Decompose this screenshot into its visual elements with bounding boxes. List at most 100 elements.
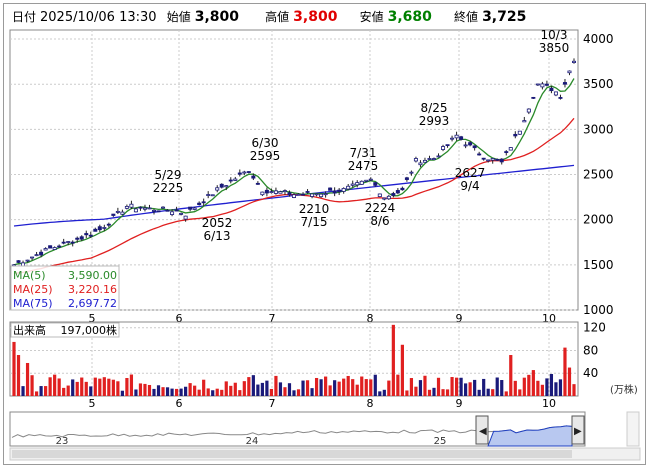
close-label: 終値 [454, 10, 479, 24]
volume-bar [545, 378, 549, 396]
candle-body [57, 245, 62, 248]
volume-bar [572, 384, 576, 396]
volume-bar [531, 370, 535, 396]
annotation-price: 2627 [455, 166, 486, 180]
volume-bar [378, 391, 382, 396]
candle-body [368, 178, 373, 181]
volume-bar [25, 362, 30, 396]
x-tick-label: 7 [269, 312, 276, 325]
candle-body [269, 191, 274, 194]
candle-body [16, 260, 21, 263]
candle-body [337, 189, 342, 193]
candle-body [102, 227, 107, 229]
volume-bar [418, 380, 423, 396]
ma-legend-box [10, 265, 120, 311]
low-label: 安値 [359, 10, 384, 24]
legend-ma75-label: MA(75) [13, 297, 53, 310]
candle-body [151, 209, 156, 212]
candle-body [531, 96, 536, 99]
candle-body [526, 108, 531, 113]
candle-body [70, 241, 75, 244]
annotation-date: 8/6 [370, 214, 389, 228]
y-tick-label: 1000 [583, 303, 614, 317]
volume-unit: (万株) [610, 383, 638, 396]
candle-body [404, 177, 409, 180]
x-tick-label: 6 [176, 312, 183, 325]
volume-bar [563, 347, 567, 396]
candle-body [97, 226, 102, 231]
scrollbar-thumb[interactable] [12, 450, 572, 458]
volume-bar [540, 384, 544, 396]
volume-bar [12, 341, 16, 396]
candle-body [174, 209, 179, 212]
volume-bar [513, 380, 517, 396]
volume-bar [459, 377, 463, 396]
volume-bar [188, 383, 192, 396]
annotation-date: 9/4 [460, 179, 479, 193]
high-value: 3,800 [293, 9, 338, 25]
candle-body [278, 191, 283, 194]
high-label: 高値 [265, 10, 290, 24]
candle-body [156, 210, 161, 213]
annotation-price: 2595 [250, 149, 281, 163]
candle-body [328, 187, 333, 191]
navigator-left-handle[interactable]: ◀ [475, 415, 489, 445]
candle-body [30, 256, 35, 259]
candle-body [495, 158, 500, 161]
volume-bar [197, 389, 201, 396]
volume-bar [107, 378, 111, 396]
volume-bar [369, 379, 373, 396]
candle-body [314, 193, 319, 196]
candle-body [319, 193, 324, 198]
y-tick-label: 1500 [583, 258, 614, 272]
volume-bar [495, 377, 499, 396]
navigator-panel[interactable] [9, 411, 586, 447]
annotation-date: 6/30 [252, 136, 279, 150]
candle-body [310, 193, 315, 197]
low-value: 3,680 [387, 9, 432, 25]
candle-body [161, 206, 166, 209]
navigator-right-handle[interactable]: ▶ [571, 415, 585, 445]
volume-bar [414, 386, 418, 396]
volume-bar [482, 378, 486, 396]
volume-bar [138, 383, 143, 396]
volume-bar [62, 387, 66, 396]
volume-y-axis: 120 80 40 [583, 321, 606, 381]
navigator-year-label: 25 [434, 436, 447, 447]
annotation-price: 2225 [153, 181, 184, 195]
candle-body [413, 158, 418, 162]
volume-bar [265, 380, 269, 396]
volume-bar [486, 388, 490, 396]
candle-body [34, 254, 39, 257]
candle-body [282, 190, 287, 193]
volume-bar [75, 381, 79, 396]
volume-bar [337, 381, 341, 396]
volume-bar [120, 390, 124, 396]
volume-bar [193, 385, 197, 396]
candle-body [138, 206, 143, 209]
x-tick-label: 9 [456, 397, 463, 410]
vertical-scrollbar[interactable] [626, 411, 640, 447]
candle-body [75, 237, 80, 240]
candle-body [52, 247, 57, 250]
candle-body [409, 171, 414, 174]
volume-bar [305, 380, 310, 396]
candle-body [84, 233, 89, 236]
volume-bar [102, 377, 106, 396]
candle-body [323, 193, 328, 196]
volume-bar [71, 379, 75, 396]
candle-body [106, 223, 111, 226]
volume-bar [53, 374, 57, 396]
volume-bar [342, 378, 346, 396]
volume-bar [134, 389, 138, 396]
volume-bar [504, 391, 508, 396]
price-y-axis: 4000 3500 3000 2500 2000 1500 1000 [583, 32, 614, 317]
legend-ma5-label: MA(5) [13, 269, 46, 282]
volume-bar [554, 382, 558, 396]
x-tick-label: 8 [367, 312, 374, 325]
candle-body [553, 91, 558, 96]
volume-bar [238, 390, 242, 396]
volume-bar [16, 355, 21, 396]
volume-bar [44, 386, 48, 396]
